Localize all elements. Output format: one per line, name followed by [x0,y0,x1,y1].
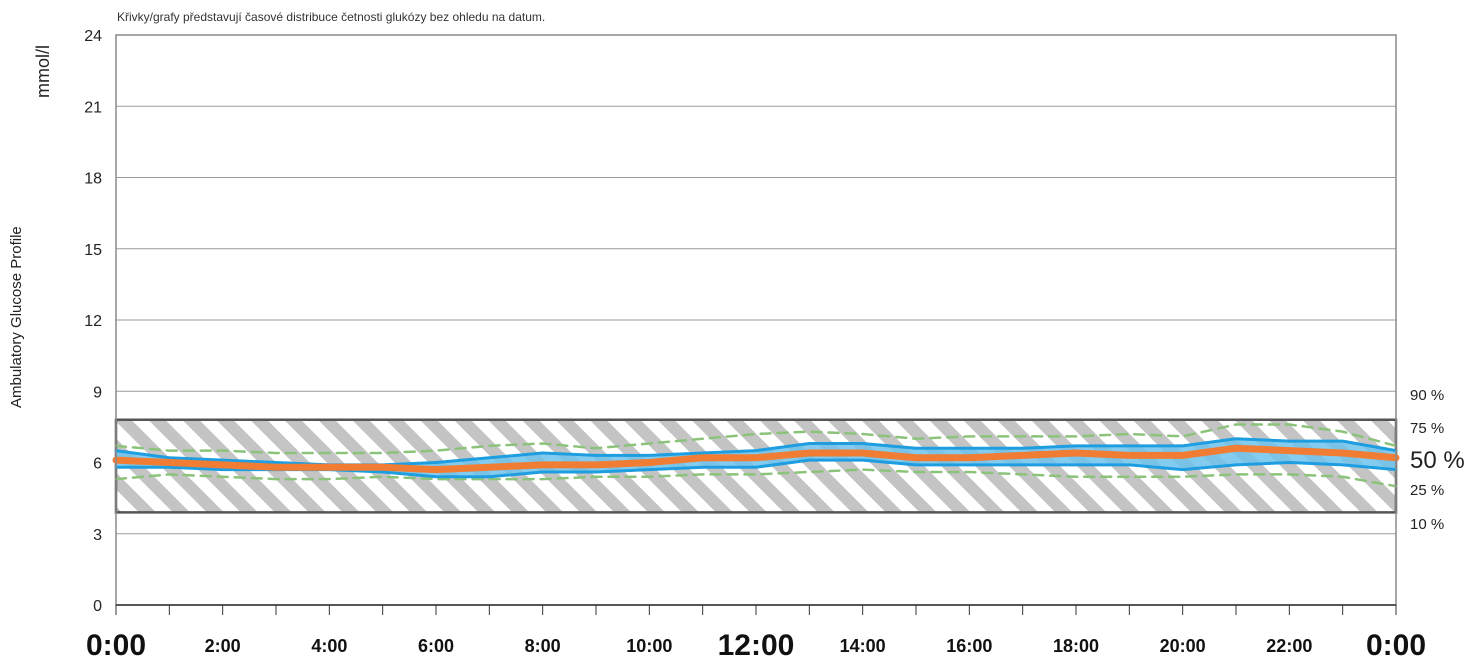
y-tick-label: 12 [84,313,102,330]
series-line-90-percentile [114,423,1398,455]
x-tick-label: 2:00 [205,636,241,656]
y-tick-label: 3 [93,527,102,544]
series-line-10-percentile [114,468,1398,488]
x-tick-label: 0:00 [86,629,146,658]
series-line-50-percentile [112,444,1400,474]
percentile-label: 90 % [1410,387,1445,404]
x-tick-label: 14:00 [840,636,886,656]
x-tick-label: 8:00 [525,636,561,656]
percentile-label: 75 % [1410,420,1445,437]
x-tick-label: 4:00 [311,636,347,656]
x-tick-label: 6:00 [418,636,454,656]
x-tick-label: 0:00 [1366,629,1426,658]
x-tick-label: 12:00 [718,629,795,658]
x-tick-label: 16:00 [946,636,992,656]
percentile-label: 10 % [1410,516,1445,533]
y-tick-label: 18 [84,171,102,188]
y-tick-label: 15 [84,242,102,259]
x-tick-label: 10:00 [626,636,672,656]
percentile-label: 50 % [1410,447,1465,474]
percentile-label: 25 % [1410,482,1445,499]
x-tick-label: 20:00 [1160,636,1206,656]
y-tick-label: 0 [93,598,102,615]
chart-note: Křivky/grafy představují časové distribu… [117,10,546,24]
y-tick-label: 9 [93,384,102,401]
x-tick-label: 18:00 [1053,636,1099,656]
x-tick-label: 22:00 [1266,636,1312,656]
y-tick-label: 24 [84,28,102,45]
y-tick-label: 21 [84,99,102,116]
y-tick-label: 6 [93,456,102,473]
